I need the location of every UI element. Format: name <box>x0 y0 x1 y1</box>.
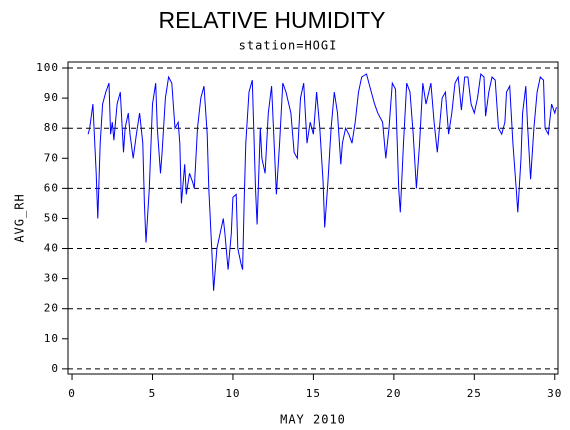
y-axis-label: AVG_RH <box>13 193 27 242</box>
data-line <box>87 72 557 291</box>
x-tick-label: 30 <box>547 387 562 400</box>
x-tick-label: 5 <box>149 387 157 400</box>
y-tick-label: 0 <box>51 362 59 375</box>
y-tick-label: 60 <box>44 181 59 194</box>
x-tick-label: 15 <box>306 387 321 400</box>
y-tick-label: 50 <box>44 211 59 224</box>
x-tick-label: 10 <box>225 387 240 400</box>
y-tick-label: 10 <box>44 332 59 345</box>
y-tick-label: 30 <box>44 272 59 285</box>
chart-title: RELATIVE HUMIDITY <box>158 7 385 33</box>
y-tick-label: 80 <box>44 121 59 134</box>
y-tick-label: 70 <box>44 151 59 164</box>
x-tick-label: 20 <box>386 387 401 400</box>
y-tick-label: 40 <box>44 242 59 255</box>
chart-subtitle: station=HOGI <box>239 39 338 53</box>
x-tick-label: 0 <box>68 387 76 400</box>
y-tick-label: 90 <box>44 91 59 104</box>
y-tick-label: 20 <box>44 302 59 315</box>
y-tick-label: 100 <box>36 61 59 74</box>
x-axis-label: MAY 2010 <box>280 413 346 427</box>
x-tick-label: 25 <box>467 387 482 400</box>
plot-frame <box>67 61 559 375</box>
